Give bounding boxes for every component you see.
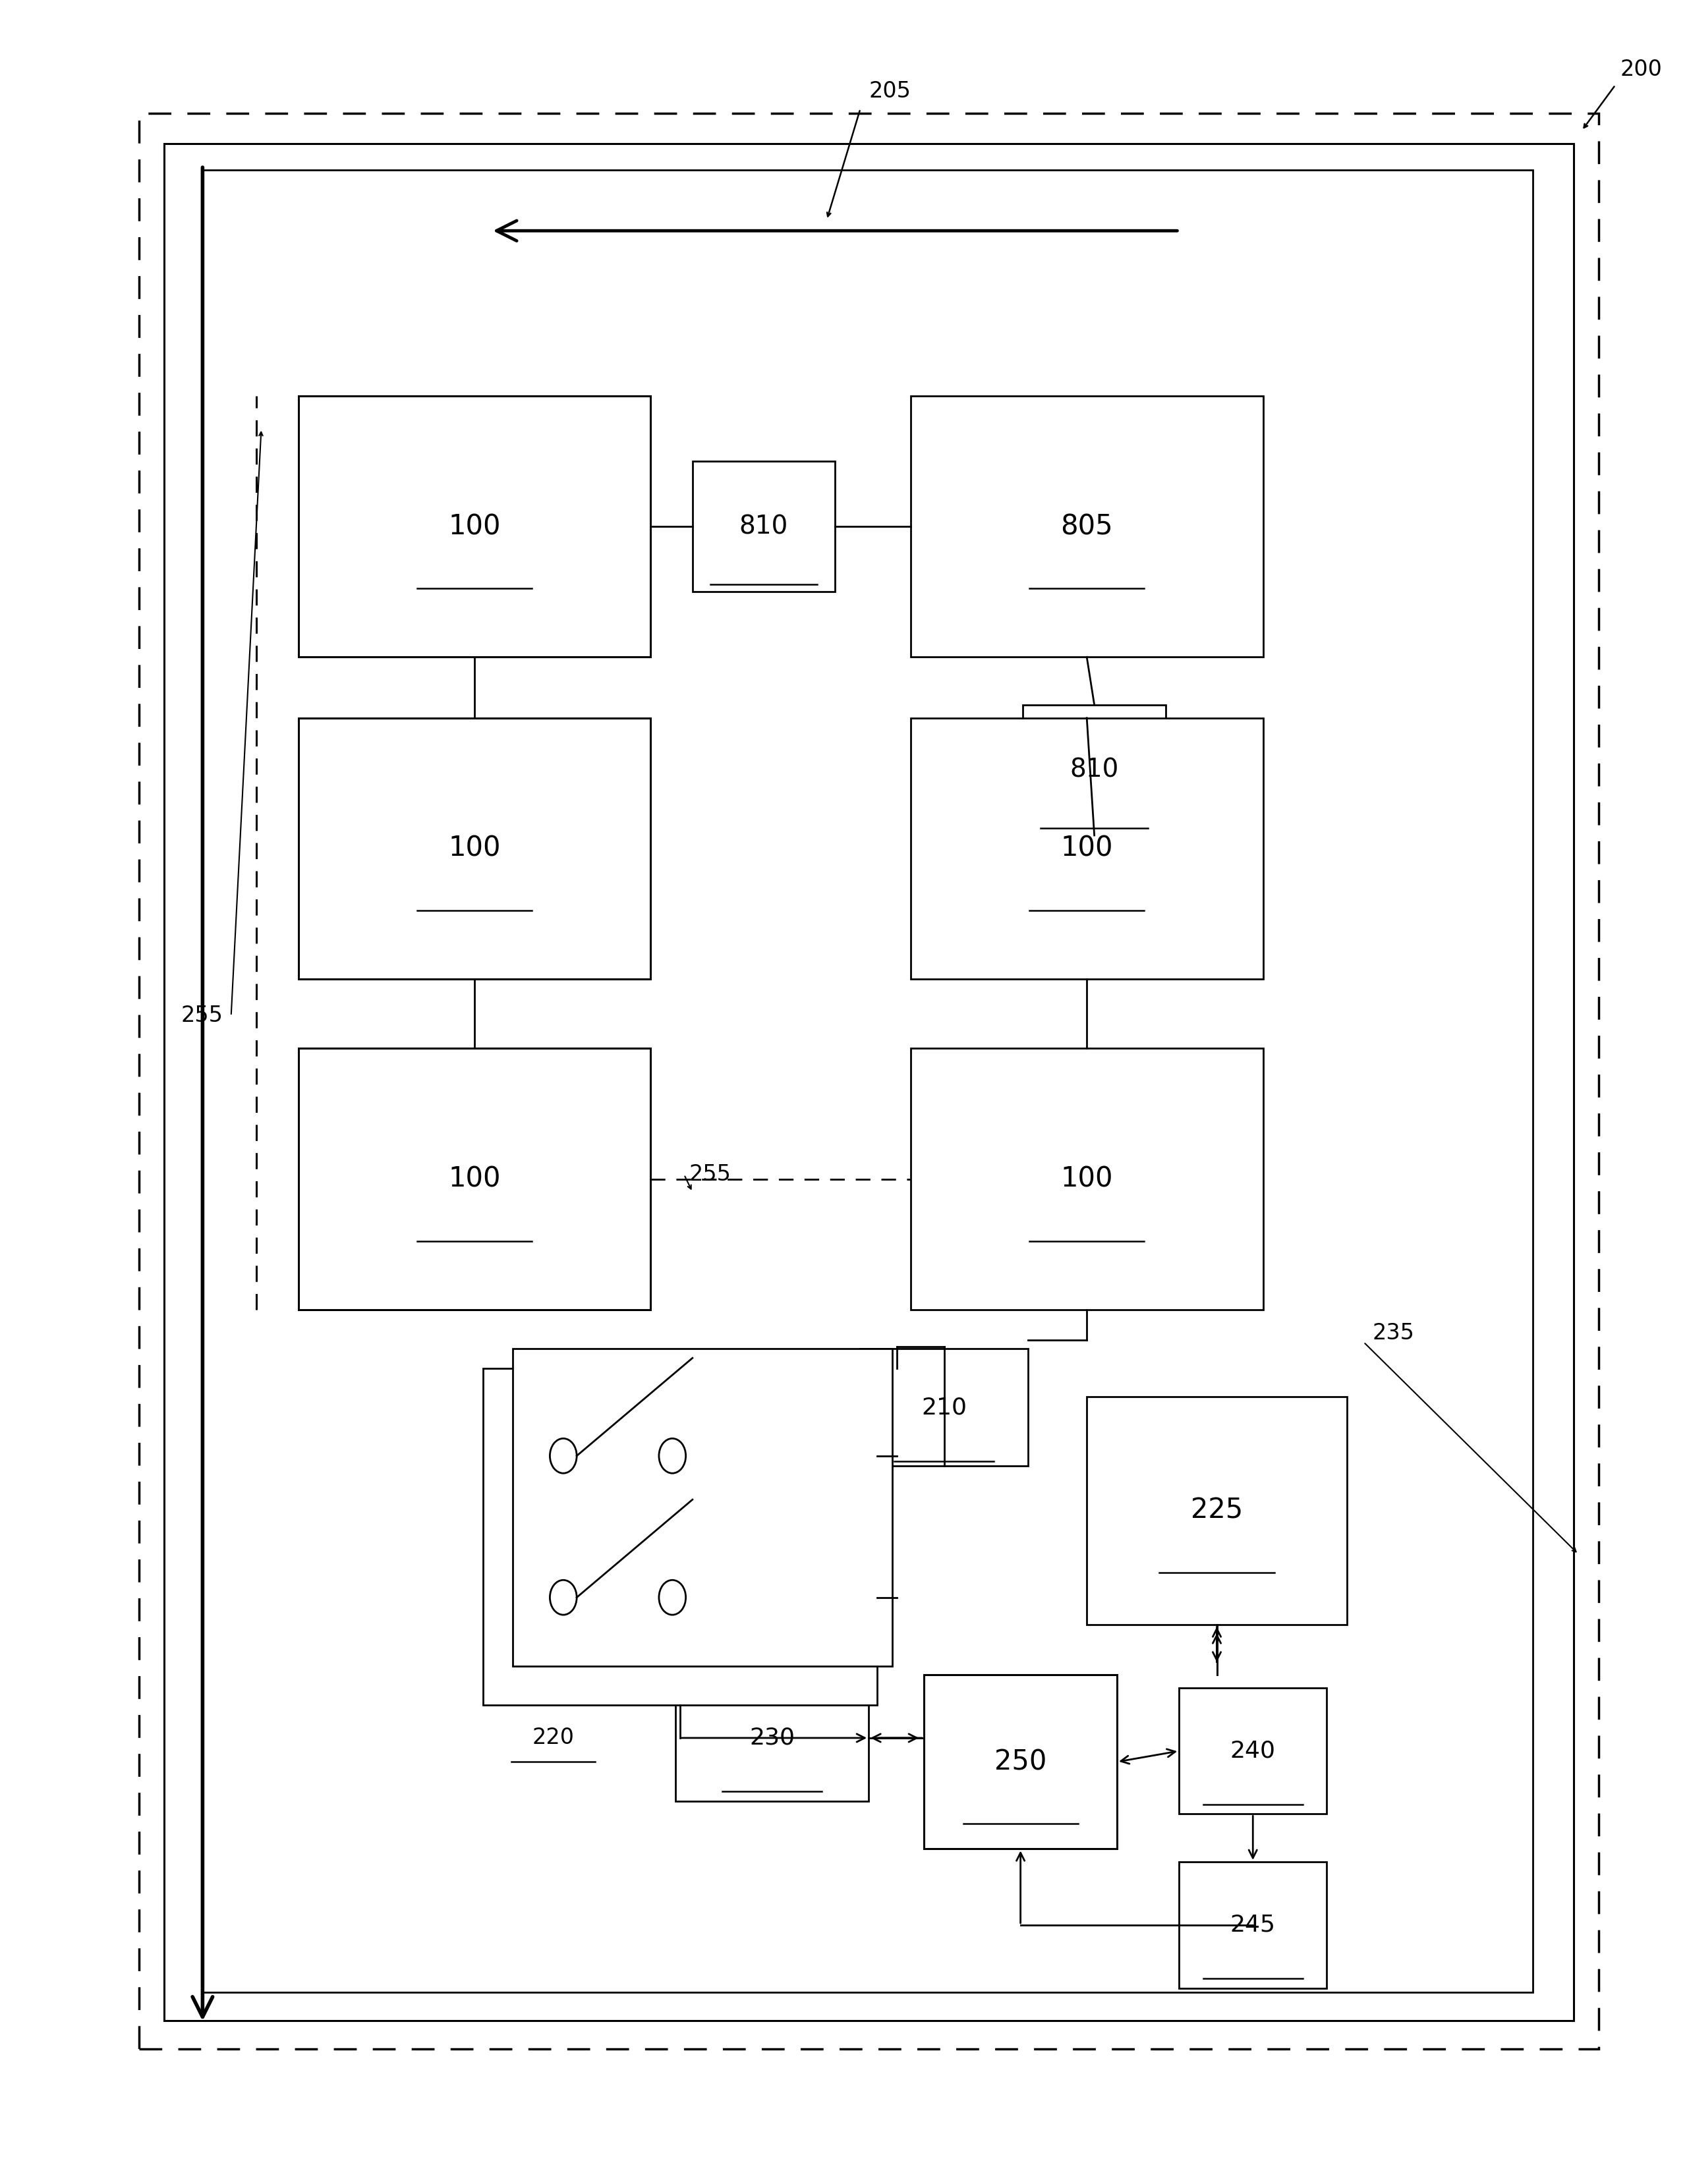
- Text: 240: 240: [1230, 1741, 1275, 1762]
- Text: 225: 225: [1191, 1496, 1243, 1524]
- Bar: [692, 461, 835, 592]
- Bar: [299, 719, 651, 978]
- Text: 805: 805: [1061, 513, 1113, 539]
- Text: 810: 810: [739, 513, 788, 539]
- Bar: [513, 1350, 892, 1666]
- Text: 250: 250: [994, 1747, 1046, 1776]
- Text: 210: 210: [921, 1396, 967, 1420]
- Text: 100: 100: [1061, 1164, 1113, 1192]
- Text: 255: 255: [688, 1164, 730, 1186]
- Text: 810: 810: [1070, 758, 1118, 782]
- Bar: [164, 144, 1574, 2020]
- Text: 220: 220: [531, 1728, 574, 1749]
- Text: 205: 205: [869, 81, 911, 103]
- Text: 100: 100: [449, 834, 501, 863]
- Bar: [482, 1367, 877, 1706]
- Bar: [860, 1350, 1027, 1465]
- Bar: [1086, 1396, 1346, 1625]
- Bar: [676, 1675, 869, 1802]
- Text: 200: 200: [1620, 59, 1662, 81]
- Text: 230: 230: [749, 1728, 795, 1749]
- Bar: [202, 170, 1533, 1992]
- Text: 100: 100: [449, 513, 501, 539]
- Bar: [1022, 705, 1166, 834]
- Text: 245: 245: [1230, 1913, 1275, 1937]
- Bar: [911, 1048, 1264, 1310]
- Bar: [924, 1675, 1117, 1850]
- Text: 100: 100: [449, 1164, 501, 1192]
- Bar: [1179, 1863, 1326, 1987]
- Text: 255: 255: [181, 1005, 223, 1026]
- Bar: [299, 395, 651, 657]
- Bar: [1179, 1688, 1326, 1815]
- Bar: [911, 395, 1264, 657]
- Text: 100: 100: [1061, 834, 1113, 863]
- Bar: [299, 1048, 651, 1310]
- Bar: [911, 719, 1264, 978]
- Text: 235: 235: [1372, 1324, 1414, 1345]
- Bar: [138, 114, 1599, 2049]
